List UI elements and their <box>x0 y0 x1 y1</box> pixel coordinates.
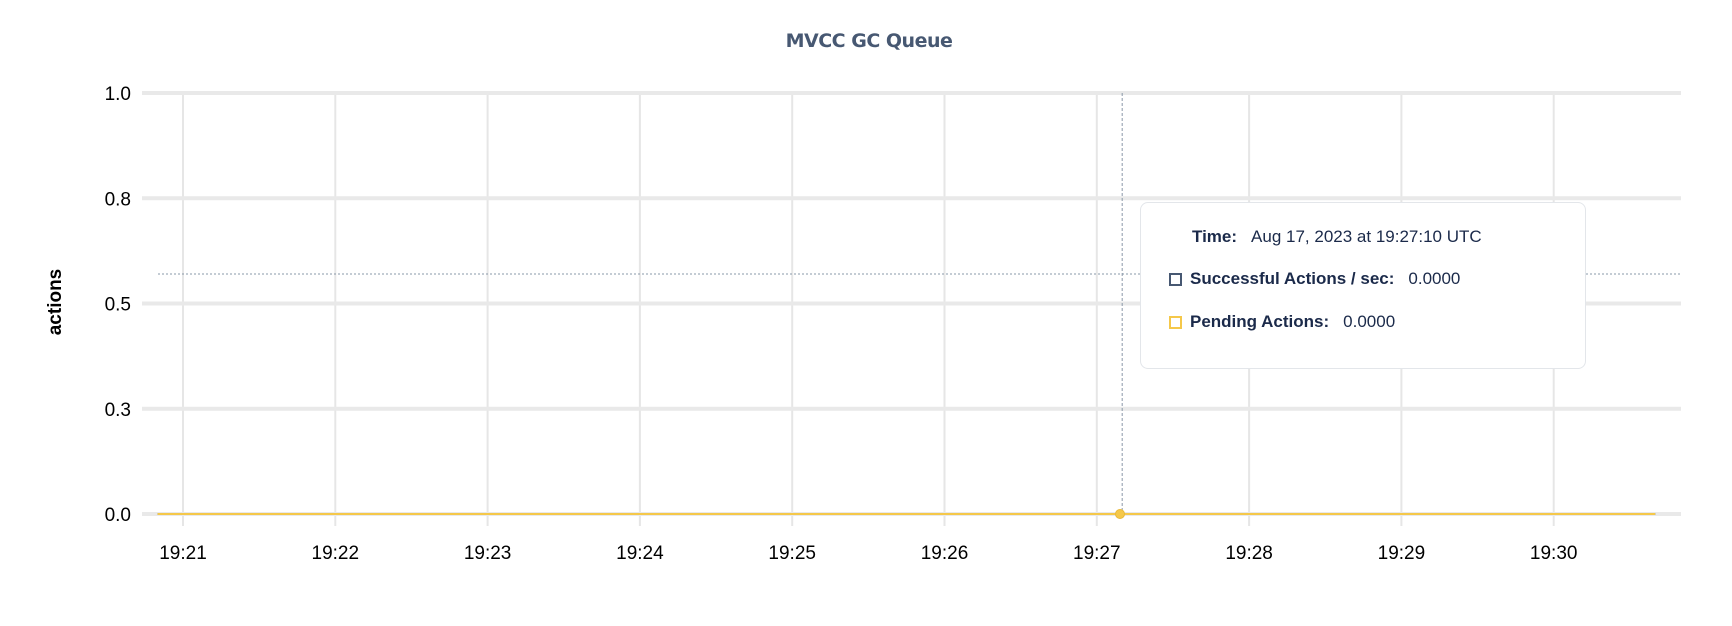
x-tick-label: 19:26 <box>921 543 969 564</box>
tooltip-series-value: 0.0000 <box>1408 269 1461 288</box>
x-tick-label: 19:25 <box>768 543 816 564</box>
tooltip-series-label: Pending Actions: <box>1190 312 1330 331</box>
tooltip-time-value: Aug 17, 2023 at 19:27:10 UTC <box>1251 227 1482 246</box>
x-tick-label: 19:23 <box>464 543 512 564</box>
pending-actions-swatch-icon <box>1169 315 1182 329</box>
y-tick-label: 0.0 <box>105 505 131 526</box>
x-tick-label: 19:30 <box>1530 543 1578 564</box>
y-tick-label: 0.8 <box>105 189 131 210</box>
chart-title: MVCC GC Queue <box>785 30 953 52</box>
x-tick-label: 19:29 <box>1378 543 1426 564</box>
y-tick-label: 0.3 <box>105 400 131 421</box>
x-tick-label: 19:24 <box>616 543 664 564</box>
x-tick-label: 19:21 <box>159 543 207 564</box>
x-tick-label: 19:22 <box>312 543 360 564</box>
tooltip-series-value: 0.0000 <box>1343 312 1396 331</box>
x-tick-label: 19:27 <box>1073 543 1121 564</box>
x-tick-label: 19:28 <box>1225 543 1273 564</box>
hover-tooltip: Time: Aug 17, 2023 at 19:27:10 UTC Succe… <box>1140 202 1586 369</box>
y-tick-label: 0.5 <box>105 295 131 316</box>
tooltip-time-label: Time: <box>1192 227 1238 246</box>
hover-point <box>1115 509 1125 519</box>
successful-actions-swatch-icon <box>1169 272 1182 286</box>
y-tick-label: 1.0 <box>105 84 131 105</box>
tooltip-series-label: Successful Actions / sec: <box>1190 269 1395 288</box>
